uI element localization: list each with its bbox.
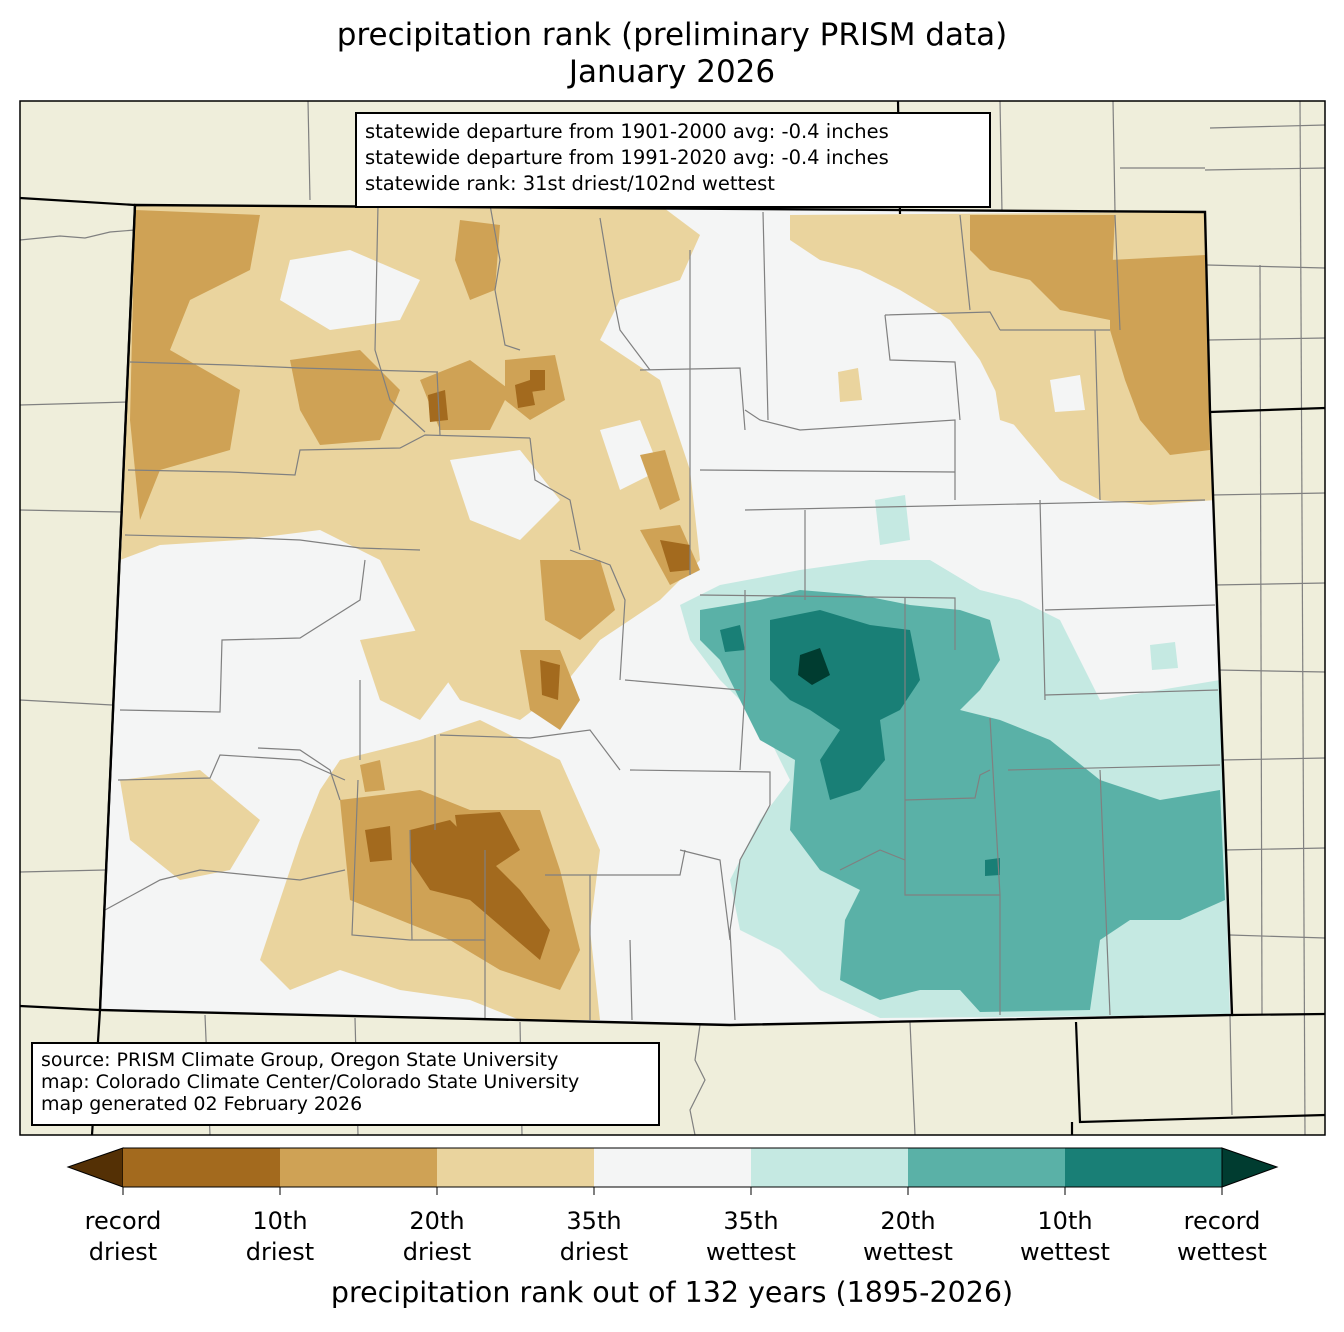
colorbar-segment-2: [280, 1148, 437, 1187]
tick-line-2: driest: [559, 1238, 629, 1266]
colorbar-segment-6: [908, 1148, 1065, 1187]
stats-line-3: statewide rank: 31st driest/102nd wettes…: [365, 172, 775, 195]
statewide-stats-box: statewide departure from 1901-2000 avg: …: [355, 112, 991, 208]
colorbar-tick-20th-wettest: 20th wettest: [823, 1206, 993, 1268]
source-line-2: map: Colorado Climate Center/Colorado St…: [41, 1071, 580, 1093]
tick-line-1: record: [1183, 1207, 1261, 1235]
neighbor-county-lines: [20, 101, 1325, 1135]
tick-line-1: 35th: [566, 1207, 622, 1235]
tick-line-2: wettest: [1020, 1238, 1110, 1266]
tick-line-2: driest: [88, 1238, 158, 1266]
colorbar-segment-0: [66, 1147, 124, 1188]
colorbar-segment-3: [437, 1148, 594, 1187]
colorbar-segment-8: [1221, 1147, 1279, 1188]
colorbar-tick-35th-driest: 35th driest: [509, 1206, 679, 1268]
stats-line-2: statewide departure from 1991-2020 avg: …: [365, 146, 889, 169]
colorbar: [66, 1147, 1279, 1195]
colorbar-label: precipitation rank out of 132 years (189…: [330, 1276, 1014, 1309]
tick-line-1: 20th: [409, 1207, 465, 1235]
colorbar-segment-7: [1065, 1148, 1222, 1187]
colorbar-segment-4: [594, 1148, 751, 1187]
tick-line-1: record: [84, 1207, 162, 1235]
tick-line-2: wettest: [863, 1238, 953, 1266]
tick-line-2: driest: [245, 1238, 315, 1266]
source-box: source: PRISM Climate Group, Oregon Stat…: [31, 1042, 660, 1126]
tick-line-1: 35th: [723, 1207, 779, 1235]
colorbar-tick-10th-wettest: 10th wettest: [980, 1206, 1150, 1268]
colorbar-segment-5: [751, 1148, 908, 1187]
colorbar-tick-record-wettest: record wettest: [1137, 1206, 1307, 1268]
colorbar-tick-20th-driest: 20th driest: [352, 1206, 522, 1268]
colorbar-tick-record-driest: record driest: [38, 1206, 208, 1268]
stats-line-1: statewide departure from 1901-2000 avg: …: [365, 120, 889, 143]
colorbar-segment-1: [123, 1148, 280, 1187]
tick-line-2: wettest: [1177, 1238, 1267, 1266]
precipitation-rank-shading: [120, 205, 1230, 1020]
source-line-3: map generated 02 February 2026: [41, 1093, 363, 1115]
map-frame: [19, 100, 1326, 1136]
source-line-1: source: PRISM Climate Group, Oregon Stat…: [41, 1049, 559, 1071]
map-title: precipitation rank (preliminary PRISM da…: [336, 17, 1008, 53]
tick-line-1: 10th: [252, 1207, 308, 1235]
tick-line-1: 10th: [1037, 1207, 1093, 1235]
colorbar-tick-35th-wettest: 35th wettest: [666, 1206, 836, 1268]
tick-line-2: wettest: [706, 1238, 796, 1266]
map-subtitle: January 2026: [568, 54, 776, 90]
colorado-boundary: [98, 203, 1234, 1027]
tick-line-1: 20th: [880, 1207, 936, 1235]
colorado-county-lines: [104, 205, 1221, 1021]
colorbar-tick-10th-driest: 10th driest: [195, 1206, 365, 1268]
tick-line-2: driest: [402, 1238, 472, 1266]
